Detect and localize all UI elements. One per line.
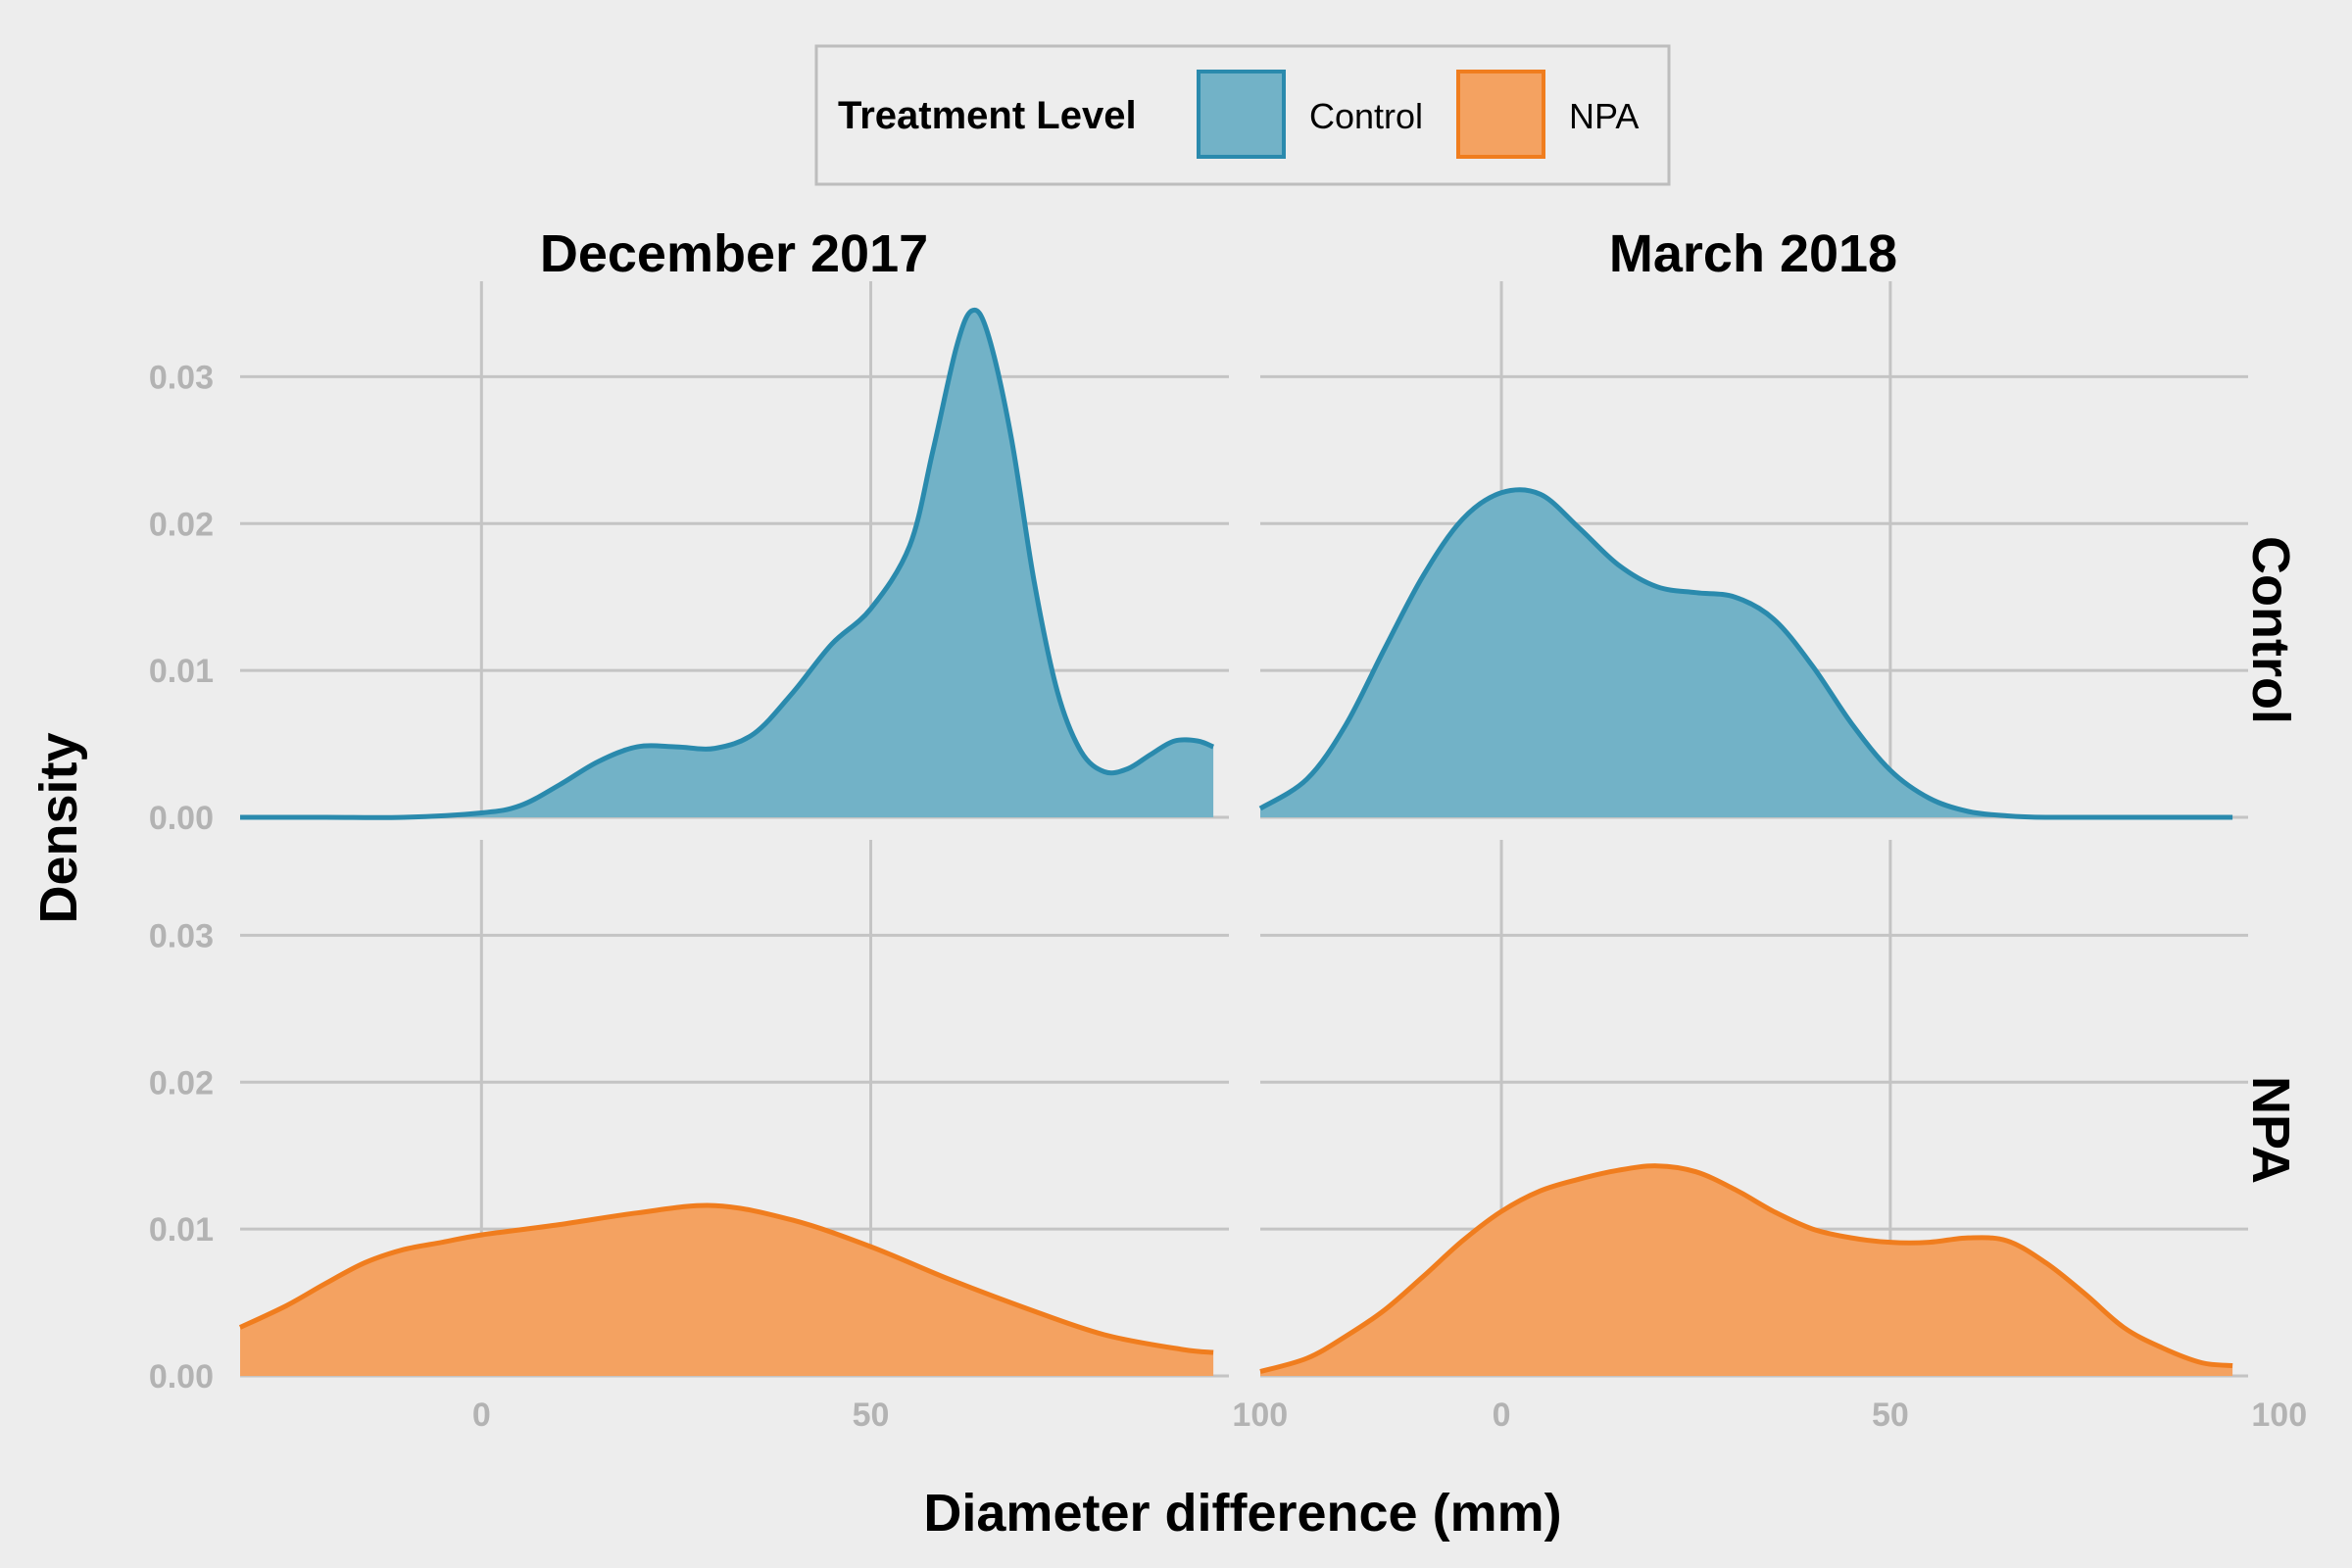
legend-label-npa: NPA [1569,96,1639,136]
y-tick-label: 0.00 [149,800,214,837]
y-tick-labels: 0.00 0.01 0.02 0.03 0.00 0.01 0.02 0.03 [149,359,214,1396]
panels [238,281,2248,1378]
panel-npa-december-2017 [238,840,1229,1378]
x-tick-label: 0 [1493,1396,1511,1434]
x-tick-labels: 0 50 100 0 50 100 [472,1396,2307,1434]
x-tick-label: 100 [1232,1396,1288,1434]
panel-control-december-2017 [239,281,1229,820]
x-axis-title: Diameter difference (mm) [923,1484,1561,1543]
y-tick-label: 0.03 [149,359,214,396]
density-area-npa-march-2018 [1260,1165,2233,1376]
x-tick-label: 50 [853,1396,890,1434]
facet-label-march-2018: March 2018 [1609,224,1897,283]
y-axis-title: Density [29,732,88,923]
y-tick-label: 0.03 [149,917,214,955]
facet-label-december-2017: December 2017 [540,224,928,283]
legend-label-control: Control [1309,96,1423,136]
legend-swatch-control [1197,70,1286,159]
density-line-control-december-2017 [239,307,1215,820]
density-area-control-march-2018 [1260,489,2233,818]
y-tick-label: 0.01 [149,653,214,690]
density-area-control-december-2017 [240,310,1214,818]
facet-label-npa: NPA [2241,1076,2300,1184]
panel-npa-march-2018 [1259,840,2248,1378]
x-tick-label: 50 [1872,1396,1909,1434]
x-tick-label: 0 [472,1396,491,1434]
legend: Treatment Level Control NPA [814,44,1671,186]
x-tick-label: 100 [2251,1396,2307,1434]
legend-title: Treatment Level [838,94,1137,137]
facet-label-control: Control [2241,536,2300,724]
panel-control-march-2018 [1258,281,2248,820]
legend-swatch-npa [1456,70,1545,159]
y-tick-label: 0.02 [149,1064,214,1102]
y-tick-label: 0.00 [149,1358,214,1396]
density-area-npa-december-2017 [240,1205,1214,1376]
density-line-control-march-2018 [1258,487,2233,820]
y-tick-label: 0.01 [149,1211,214,1249]
y-tick-label: 0.02 [149,506,214,543]
density-line-npa-march-2018 [1259,1163,2233,1374]
density-line-npa-december-2017 [238,1202,1214,1355]
